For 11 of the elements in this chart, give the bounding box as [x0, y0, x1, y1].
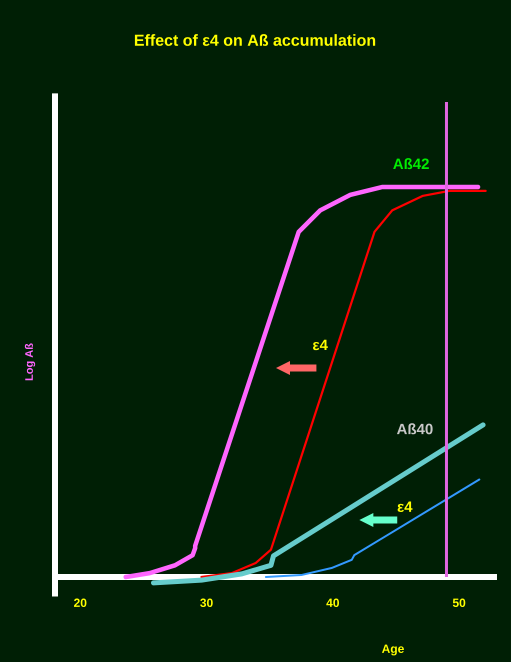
annotation: ε4 — [398, 502, 412, 512]
x-tick-label: 20 — [74, 598, 86, 608]
chart-title: Effect of ε4 on Aß accumulation — [134, 34, 376, 46]
annotation: Aß40 — [396, 423, 433, 434]
annotation: ε4 — [313, 340, 328, 350]
x-tick-label: 40 — [326, 598, 339, 608]
x-tick-label: 50 — [452, 598, 466, 608]
x-tick-label: 30 — [200, 598, 213, 608]
text: Aß42 — [393, 158, 429, 170]
y-axis-title: Log Aß — [24, 343, 36, 380]
x-axis-title: Age — [382, 644, 404, 656]
